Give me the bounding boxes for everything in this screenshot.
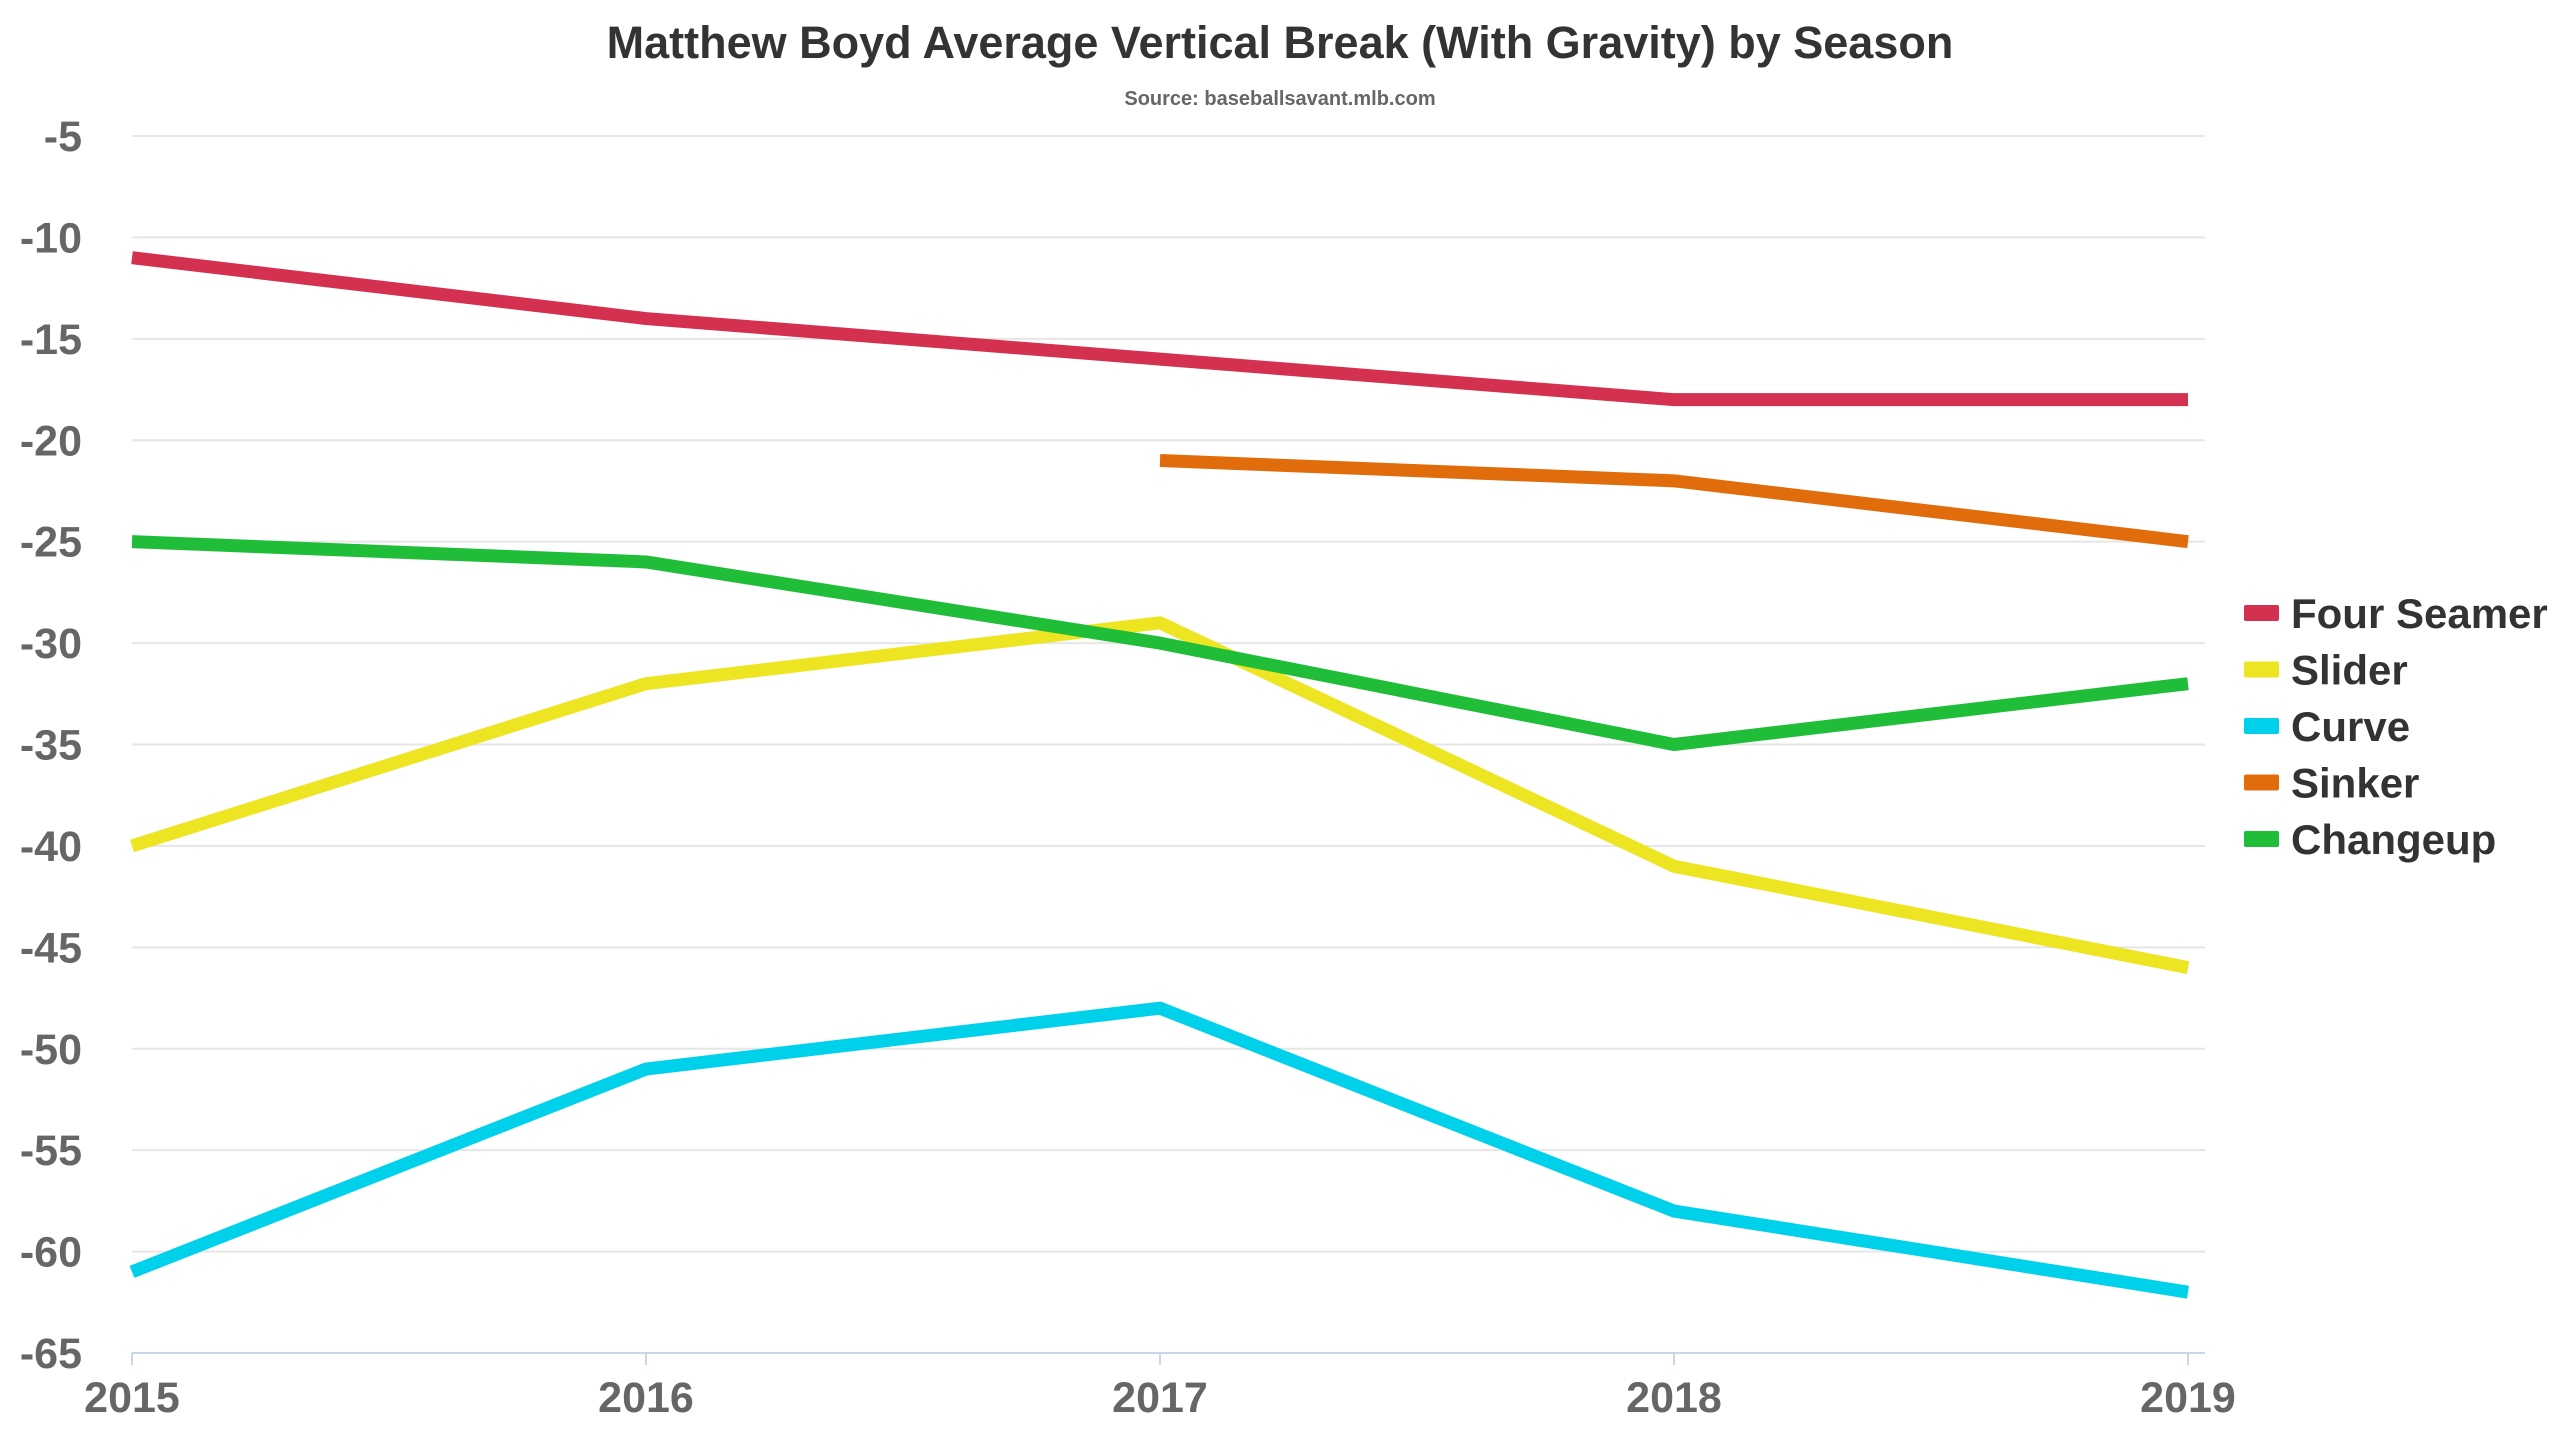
- x-axis-ticks: 2015 2016 2017 2018 2019: [84, 1353, 2236, 1422]
- y-tick-label: -10: [20, 214, 82, 262]
- y-tick-label: -35: [20, 722, 82, 770]
- chart-subtitle: Source: baseballsavant.mlb.com: [1124, 88, 1435, 110]
- series-line-four-seamer[interactable]: [131, 251, 2188, 407]
- x-tick-label: 2015: [84, 1374, 180, 1422]
- y-tick-label: -5: [44, 113, 82, 161]
- legend-swatch-curve[interactable]: [2244, 718, 2279, 734]
- series-line-curve[interactable]: [129, 1001, 2190, 1299]
- legend-label-four-seamer[interactable]: Four Seamer: [2291, 590, 2548, 637]
- chart-title: Matthew Boyd Average Vertical Break (Wit…: [607, 17, 1954, 68]
- x-tick-label: 2016: [598, 1374, 694, 1422]
- legend-swatch-slider[interactable]: [2244, 661, 2279, 678]
- y-tick-label: -65: [20, 1330, 82, 1378]
- y-axis-ticks: -5 -10 -15 -20 -25 -30 -35 -40 -45 -50 -55 -60 -65: [20, 113, 82, 1378]
- y-tick-label: -25: [20, 519, 82, 567]
- series-lines: [129, 251, 2190, 1299]
- series-line-sinker[interactable]: [1159, 454, 2189, 549]
- legend-label-sinker[interactable]: Sinker: [2291, 760, 2419, 807]
- y-tick-label: -15: [20, 316, 82, 364]
- y-tick-label: -55: [20, 1127, 82, 1175]
- legend-swatch-sinker[interactable]: [2244, 774, 2279, 791]
- y-tick-label: -30: [20, 620, 82, 668]
- y-tick-label: -40: [20, 823, 82, 871]
- x-tick-label: 2019: [2140, 1374, 2236, 1422]
- x-tick-label: 2018: [1626, 1374, 1722, 1422]
- series-line-slider[interactable]: [130, 616, 2190, 974]
- series-line-changeup[interactable]: [131, 535, 2189, 751]
- x-tick-label: 2017: [1112, 1374, 1208, 1422]
- legend: Four Seamer Slider Curve Sinker Changeup: [2244, 590, 2548, 863]
- y-tick-label: -20: [20, 417, 82, 465]
- legend-label-curve[interactable]: Curve: [2291, 703, 2410, 750]
- legend-swatch-changeup[interactable]: [2244, 831, 2279, 847]
- y-tick-label: -50: [20, 1026, 82, 1074]
- legend-label-changeup[interactable]: Changeup: [2291, 816, 2496, 863]
- y-tick-label: -60: [20, 1229, 82, 1277]
- legend-label-slider[interactable]: Slider: [2291, 647, 2408, 694]
- legend-swatch-four-seamer[interactable]: [2244, 605, 2279, 621]
- y-tick-label: -45: [20, 924, 82, 972]
